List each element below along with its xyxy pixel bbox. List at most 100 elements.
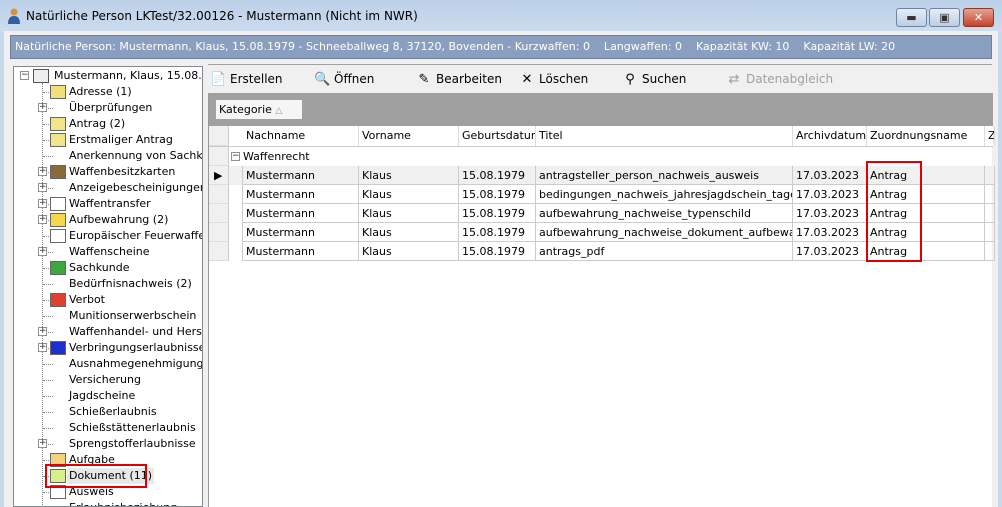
tree-item-label: Verbringungserlaubnisse — [69, 341, 203, 354]
table-cell — [985, 204, 995, 223]
row-indicator — [209, 185, 229, 204]
tree-item[interactable]: + Überprüfungen — [14, 100, 202, 116]
delete-button[interactable]: ✕ Löschen — [519, 70, 589, 88]
tree-line — [43, 476, 53, 477]
tree-line — [43, 108, 53, 109]
table-cell: Mustermann — [243, 223, 359, 242]
indent-cell — [229, 166, 243, 185]
tree-item[interactable]: Dokument (11) — [14, 468, 202, 484]
tree-item[interactable]: Ausnahmegenehmigung von — [14, 356, 202, 372]
table-cell: aufbewahrung_nachweise_typenschild — [536, 204, 793, 223]
edit-label: Bearbeiten — [436, 72, 502, 86]
column-header[interactable]: Titel — [536, 126, 793, 146]
tree-item[interactable]: Schießstättenerlaubnis — [14, 420, 202, 436]
table-cell: antragsteller_person_nachweis_ausweis — [536, 166, 793, 185]
expand-icon[interactable]: + — [38, 166, 47, 176]
tree-item[interactable]: Verbot — [14, 292, 202, 308]
tree-item[interactable]: Jagdscheine — [14, 388, 202, 404]
column-header[interactable]: Geburtsdatum — [459, 126, 536, 146]
tree-item[interactable]: + Waffenscheine — [14, 244, 202, 260]
column-header[interactable]: Zuordnungsname — [867, 126, 985, 146]
tree-item[interactable]: Sachkunde — [14, 260, 202, 276]
expand-icon[interactable]: + — [38, 198, 47, 208]
highlight-box-dokument — [45, 464, 147, 488]
tree-item[interactable]: Schießerlaubnis — [14, 404, 202, 420]
tree-item[interactable]: Ausweis — [14, 484, 202, 500]
tree-item[interactable]: Adresse (1) — [14, 84, 202, 100]
table-row[interactable]: ▶ Mustermann Klaus 15.08.1979 antragsteller_… — [209, 166, 995, 185]
tree-item-label: Schießstättenerlaubnis — [69, 421, 196, 434]
open-magnifier-icon: 🔍 — [314, 71, 331, 87]
tree-item-label: Sachkunde — [69, 261, 130, 274]
tree-item[interactable]: Erlaubnisbeziehung — [14, 500, 202, 506]
table-row[interactable]: Mustermann Klaus 15.08.1979 aufbewahrung_na… — [209, 204, 995, 223]
tree-item-label: Anerkennung von Sachkunde — [69, 149, 203, 162]
sort-icon: △ — [275, 106, 283, 116]
tree-item[interactable]: Munitionserwerbschein — [14, 308, 202, 324]
expand-icon[interactable]: + — [38, 246, 47, 256]
sync-button[interactable]: ⇄ Datenabgleich — [726, 70, 834, 88]
expand-icon[interactable]: + — [38, 326, 47, 336]
tree-line — [43, 412, 53, 413]
table-cell: Klaus — [359, 204, 459, 223]
table-cell: Mustermann — [243, 185, 359, 204]
title-bar: Natürliche Person LKTest/32.00126 - Must… — [0, 0, 1002, 32]
tree-item[interactable]: + Sprengstofferlaubnisse — [14, 436, 202, 452]
tree-item[interactable]: Anerkennung von Sachkunde — [14, 148, 203, 164]
indent-cell — [229, 185, 243, 204]
tree-line — [43, 204, 53, 205]
group-label: Waffenrecht — [243, 150, 310, 163]
table-cell: Klaus — [359, 166, 459, 185]
tree-item[interactable]: Erstmaliger Antrag — [14, 132, 202, 148]
document-grid: Kategorie △ Nachname Vorname Geburtsdatum T… — [208, 93, 995, 507]
highlight-box-zuordnungsname — [866, 161, 922, 262]
tree-item[interactable]: + Anzeigebescheinigungen — [14, 180, 202, 196]
indent-cell — [229, 242, 243, 261]
tree-item[interactable]: + Waffenbesitzkarten — [14, 164, 202, 180]
close-button[interactable]: ✕ — [963, 8, 994, 27]
expand-icon[interactable]: + — [38, 182, 47, 192]
eu-flag-icon — [50, 341, 66, 355]
expand-icon[interactable]: + — [38, 342, 47, 352]
collapse-icon[interactable]: − — [20, 70, 29, 80]
tree-item[interactable]: + Waffentransfer — [14, 196, 202, 212]
table-row[interactable]: Mustermann Klaus 15.08.1979 antrags_pdf 17.0… — [209, 242, 995, 261]
group-collapse-icon[interactable]: − — [231, 151, 240, 161]
table-cell: 17.03.2023 — [793, 242, 867, 261]
tree-item-label: Europäischer Feuerwaffenpass — [69, 229, 202, 242]
expand-icon[interactable]: + — [38, 214, 47, 224]
tree-line — [43, 300, 53, 301]
tree-item[interactable]: Versicherung — [14, 372, 202, 388]
table-cell — [985, 242, 995, 261]
prohibited-icon — [50, 293, 66, 307]
create-button[interactable]: 📄 Erstellen — [210, 70, 283, 88]
house-icon — [50, 213, 66, 227]
tree-item[interactable]: Antrag (2) — [14, 116, 202, 132]
current-row-arrow-icon: ▶ — [214, 169, 223, 182]
tree-item[interactable]: Aufgabe — [14, 452, 202, 468]
tree-item-label: Adresse (1) — [69, 85, 132, 98]
table-row[interactable]: Mustermann Klaus 15.08.1979 aufbewahrung_na… — [209, 223, 995, 242]
search-button[interactable]: ⚲ Suchen — [622, 70, 686, 88]
navigation-tree[interactable]: − Mustermann, Klaus, 15.08.1979 Adresse … — [13, 66, 203, 507]
column-header[interactable]: Nachname — [243, 126, 359, 146]
tree-item[interactable]: + Aufbewahrung (2) — [14, 212, 202, 228]
tree-item[interactable]: Bedürfnisnachweis (2) — [14, 276, 202, 292]
column-header[interactable]: Archivdatum — [793, 126, 867, 146]
group-row[interactable]: − Waffenrecht — [209, 147, 993, 166]
tree-item[interactable]: + Waffenhandel- und Herstellung — [14, 324, 202, 340]
tree-line — [43, 268, 53, 269]
tree-item[interactable]: + Verbringungserlaubnisse — [14, 340, 203, 356]
column-header[interactable]: Vorname — [359, 126, 459, 146]
minimize-button[interactable]: ▬ — [896, 8, 927, 27]
expand-icon[interactable]: + — [38, 438, 47, 448]
expand-icon[interactable]: + — [38, 102, 47, 112]
maximize-button[interactable]: ▣ — [929, 8, 960, 27]
column-header[interactable]: Z — [985, 126, 995, 146]
table-row[interactable]: Mustermann Klaus 15.08.1979 bedingungen_nac… — [209, 185, 995, 204]
open-button[interactable]: 🔍 Öffnen — [314, 70, 374, 88]
tree-item[interactable]: Europäischer Feuerwaffenpass — [14, 228, 202, 244]
group-by-category-chip[interactable]: Kategorie △ — [216, 100, 302, 119]
table-cell: 17.03.2023 — [793, 204, 867, 223]
edit-button[interactable]: ✎ Bearbeiten — [416, 70, 502, 88]
